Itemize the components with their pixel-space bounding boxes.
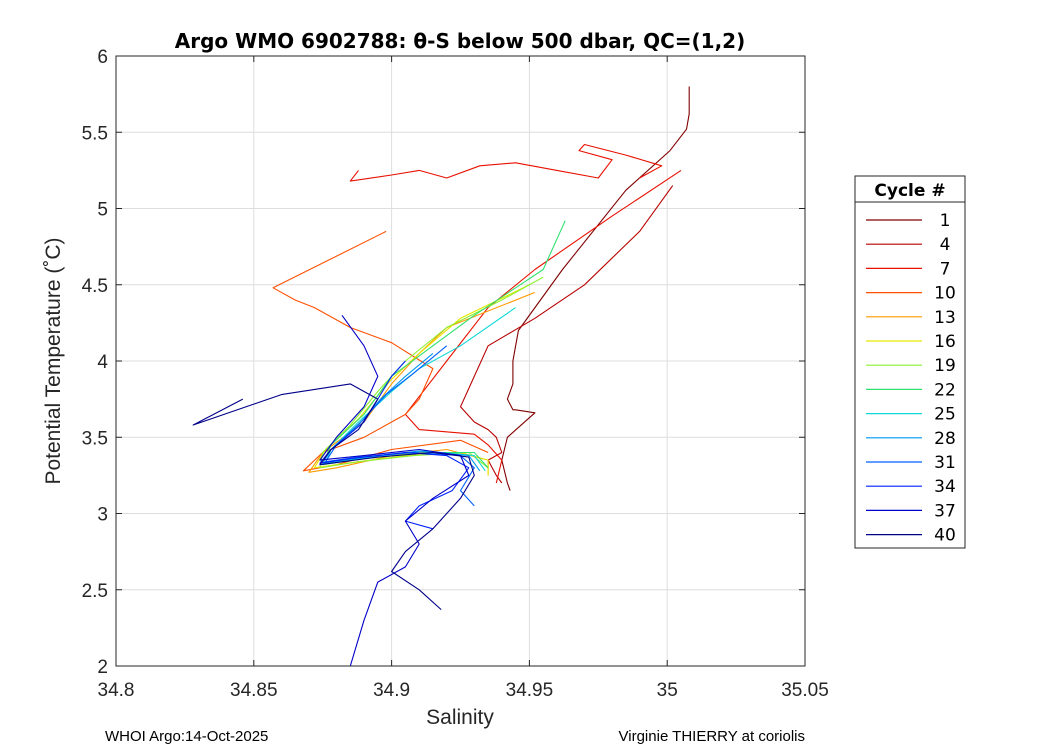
legend-box	[854, 201, 966, 549]
legend-label: 1	[940, 211, 951, 231]
legend-label: 10	[934, 284, 956, 304]
legend-entries: 1 4 7 10 13 16 19 22 25 28 31 34 37 40	[866, 211, 956, 546]
series-area	[192, 86, 690, 666]
y-tick-label: 4	[97, 352, 108, 373]
y-tick-label: 2	[97, 657, 108, 678]
footer-left: WHOI Argo:14-Oct-2025	[105, 728, 268, 745]
legend-label: 34	[934, 477, 956, 497]
chart-title: Argo WMO 6902788: θ-S below 500 dbar, QC…	[175, 29, 745, 53]
legend-label: 37	[934, 501, 956, 521]
x-tick-label: 34.8	[98, 680, 135, 701]
y-tick-label: 5.5	[82, 123, 108, 144]
x-tick-label: 35	[657, 680, 678, 701]
legend-label: 16	[934, 332, 956, 352]
y-tick-label: 2.5	[82, 581, 108, 602]
legend-label: 22	[934, 380, 956, 400]
legend-label: 13	[934, 308, 956, 328]
x-axis-label: Salinity	[426, 706, 494, 729]
y-tick-label: 3	[97, 505, 108, 526]
series-line-cycle-1	[501, 86, 690, 491]
y-tick-label: 6	[97, 47, 108, 68]
legend-label: 19	[934, 356, 956, 376]
x-tick-label: 34.95	[506, 680, 554, 701]
series-lines	[192, 86, 690, 666]
y-axis-label: Potential Temperature (˚C)	[42, 237, 65, 484]
x-tick-label: 34.9	[373, 680, 410, 701]
x-tick-label: 34.85	[230, 680, 278, 701]
legend-label: 31	[934, 453, 956, 473]
y-tick-label: 4.5	[82, 276, 108, 297]
legend-label: 40	[934, 526, 956, 546]
series-line-cycle-19	[319, 276, 544, 469]
legend-title: Cycle #	[874, 181, 945, 201]
y-axis-ticks: 2 2.5 3 3.5 4 4.5 5 5.5 6	[82, 47, 805, 678]
legend-title-box	[854, 175, 966, 203]
y-tick-label: 5	[97, 200, 108, 221]
y-tick-label: 3.5	[82, 428, 108, 449]
legend-label: 28	[934, 429, 956, 449]
footer-right: Virginie THIERRY at coriolis	[619, 728, 805, 745]
series-line-cycle-16	[313, 284, 530, 476]
series-line-cycle-extra	[349, 143, 663, 182]
legend-label: 25	[934, 405, 956, 425]
axes-box	[115, 55, 806, 667]
legend-label: 7	[940, 259, 951, 279]
legend-label: 4	[940, 235, 951, 255]
x-tick-label: 35.05	[781, 680, 829, 701]
series-line-cycle-40	[192, 383, 475, 611]
legend: Cycle # 1 4 7 10 13 16 19 22 25 28 31 34 37 40	[854, 175, 966, 549]
plot-area: 34.8 34.85 34.9 34.95 35 35.05 2 2.5 3 3.5 4 4.5 5 5…	[82, 47, 829, 701]
